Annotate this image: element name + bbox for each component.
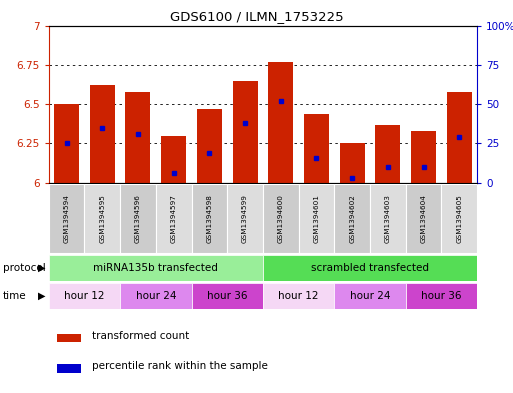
Bar [304,114,329,183]
Bar [411,131,436,183]
Bar [334,283,406,309]
Bar [406,283,477,309]
Bar [268,62,293,183]
Text: GSM1394605: GSM1394605 [456,194,462,243]
Text: GSM1394599: GSM1394599 [242,194,248,243]
Bar [90,85,115,183]
Text: hour 24: hour 24 [135,291,176,301]
Text: miRNA135b transfected: miRNA135b transfected [93,263,218,273]
Bar [54,104,79,183]
Bar [263,184,299,253]
Bar [406,184,441,253]
Text: GDS6100 / ILMN_1753225: GDS6100 / ILMN_1753225 [170,10,343,23]
Text: GSM1394601: GSM1394601 [313,194,320,243]
Bar [85,184,120,253]
Text: GSM1394598: GSM1394598 [206,194,212,243]
Bar [191,283,263,309]
Text: percentile rank within the sample: percentile rank within the sample [91,361,267,371]
Bar [197,109,222,183]
Text: GSM1394600: GSM1394600 [278,194,284,243]
Bar [49,283,120,309]
Text: GSM1394604: GSM1394604 [421,194,426,243]
Text: time: time [3,290,26,301]
Text: hour 36: hour 36 [421,291,462,301]
Text: protocol: protocol [3,263,45,273]
Bar [299,184,334,253]
Bar [49,184,85,253]
Bar [120,184,156,253]
Text: hour 12: hour 12 [279,291,319,301]
Bar [191,184,227,253]
Bar [447,92,472,183]
Text: hour 36: hour 36 [207,291,247,301]
Bar [156,184,191,253]
Text: transformed count: transformed count [91,331,189,341]
Text: hour 12: hour 12 [64,291,105,301]
Bar [441,184,477,253]
Bar [340,143,365,183]
Text: GSM1394597: GSM1394597 [171,194,176,243]
Bar [49,255,263,281]
Bar [334,184,370,253]
Bar [126,92,150,183]
Bar [57,334,81,342]
Bar [57,364,81,373]
Text: ▶: ▶ [37,263,45,273]
Text: GSM1394596: GSM1394596 [135,194,141,243]
Bar [263,283,334,309]
Bar [370,184,406,253]
Text: GSM1394594: GSM1394594 [64,194,70,243]
Text: GSM1394603: GSM1394603 [385,194,391,243]
Text: hour 24: hour 24 [350,291,390,301]
Text: scrambled transfected: scrambled transfected [311,263,429,273]
Bar [232,81,258,183]
Bar [376,125,400,183]
Text: ▶: ▶ [37,290,45,301]
Bar [161,136,186,183]
Bar [227,184,263,253]
Bar [120,283,191,309]
Text: GSM1394595: GSM1394595 [100,194,105,243]
Text: GSM1394602: GSM1394602 [349,194,355,243]
Bar [263,255,477,281]
